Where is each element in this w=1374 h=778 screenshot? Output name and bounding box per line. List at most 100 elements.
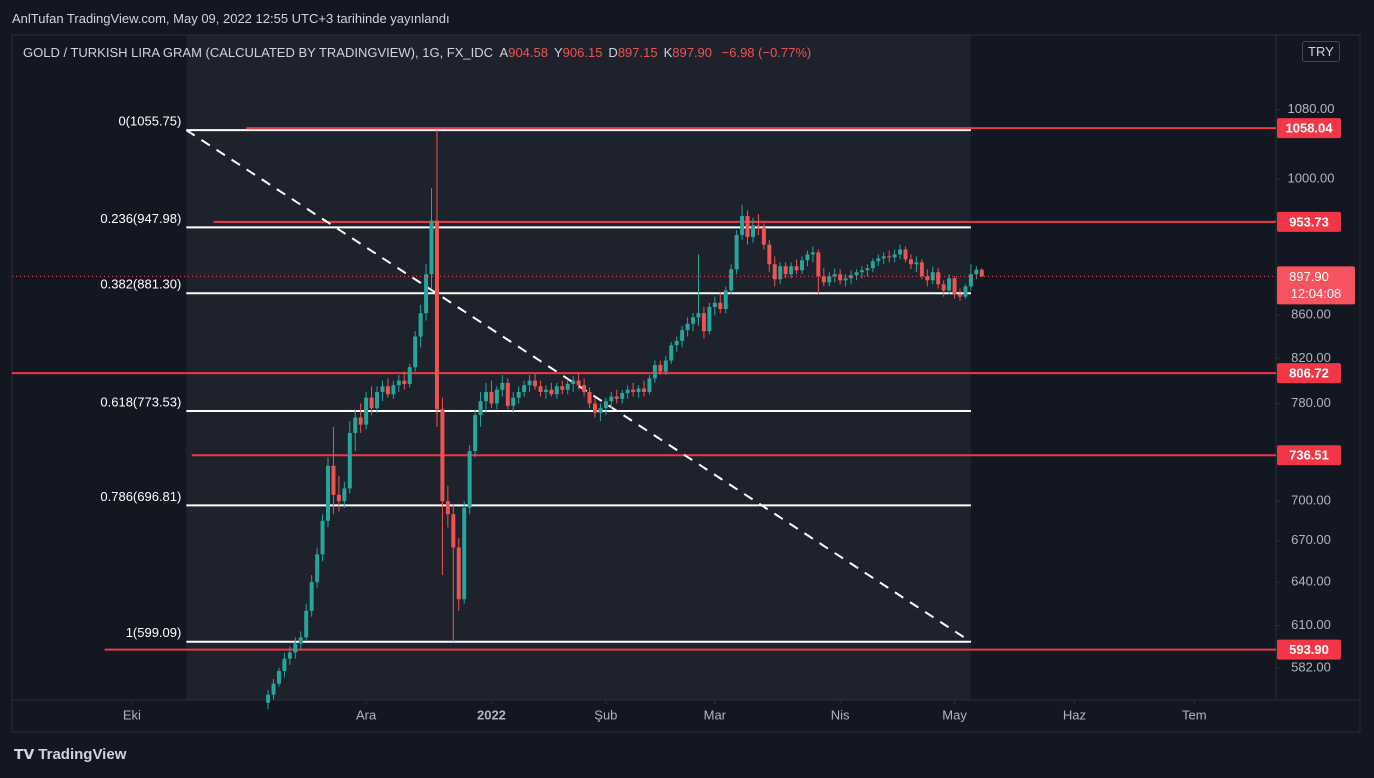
level-label: 806.72 [1289, 366, 1329, 381]
ohlc-value: 906.15 [562, 45, 603, 60]
fib-label: 0.236(947.98) [100, 211, 181, 226]
candle-body [266, 694, 271, 703]
candle-body [647, 378, 652, 392]
candle-body [582, 385, 587, 392]
candle-body [620, 393, 625, 399]
candle-body [674, 340, 679, 346]
ohlc-key: D [608, 45, 618, 60]
y-tick-label: 780.00 [1291, 395, 1331, 410]
fib-label: 0.786(696.81) [100, 489, 181, 504]
level-label: 593.90 [1289, 642, 1329, 657]
candle-body [434, 220, 439, 410]
candle-body [691, 317, 696, 324]
candle-body [358, 417, 363, 425]
y-tick-label: 860.00 [1291, 307, 1331, 322]
candle-body [592, 403, 597, 413]
candle-body [511, 397, 516, 406]
candle-body [369, 397, 374, 409]
candle-body [761, 227, 766, 245]
candle-body [925, 276, 930, 281]
candle-body [331, 465, 336, 495]
candle-body [794, 266, 799, 271]
symbol: GOLD / TURKISH LIRA GRAM (CALCULATED BY … [23, 45, 494, 60]
candle-body [440, 409, 445, 502]
ohlc: A904.58 Y906.15 D897.15 K897.90 [500, 45, 718, 60]
candle-body [756, 225, 761, 228]
level-tag [1277, 211, 1341, 232]
candle-body [740, 215, 745, 235]
candle-body [326, 465, 330, 521]
candle-body [789, 266, 794, 275]
candle-body [309, 582, 314, 611]
level-tag [1277, 363, 1341, 384]
candle-body [473, 415, 478, 452]
candle-body [821, 276, 826, 283]
level-tag [1277, 118, 1341, 139]
candle-body [810, 252, 815, 255]
candle-body [936, 272, 941, 285]
candle-body [898, 249, 903, 255]
candle-body [800, 260, 804, 271]
candle-body [876, 258, 881, 262]
candle-body [494, 389, 499, 404]
candle-body [271, 683, 276, 695]
last-price-tag [1277, 266, 1355, 305]
candle-body [914, 262, 919, 265]
candle-body [963, 286, 968, 297]
candle-body [396, 380, 401, 386]
last-price-label: 897.90 [1289, 269, 1329, 284]
candle-body [276, 671, 281, 684]
x-tick-label: Mar [704, 707, 727, 722]
candle-body [859, 270, 864, 273]
candle-body [336, 494, 341, 502]
candle-body [320, 520, 325, 555]
fib-background [186, 35, 971, 700]
candle-body [750, 225, 755, 237]
candle-body [554, 386, 559, 395]
candle-body [462, 507, 467, 600]
x-tick-label: 2022 [477, 707, 506, 722]
fib-label: 0(1055.75) [118, 114, 181, 129]
currency-button[interactable]: TRY [1302, 41, 1340, 62]
candle-body [718, 302, 723, 310]
candle-body [603, 401, 608, 409]
candle-body [881, 256, 886, 259]
candle-body [887, 256, 892, 258]
candle-body [685, 323, 690, 331]
candle-body [974, 269, 979, 275]
candle-body [778, 266, 783, 280]
level-tag [1277, 639, 1341, 660]
candle-body [402, 380, 407, 385]
fib-label: 0.618(773.53) [100, 394, 181, 409]
candle-body [723, 290, 728, 310]
y-tick-label: 582.00 [1291, 659, 1331, 674]
candle-body [456, 547, 461, 600]
candle-body [478, 401, 483, 416]
candle-body [364, 397, 369, 425]
y-tick-label: 1080.00 [1288, 101, 1335, 116]
fib-label: 0.382(881.30) [100, 277, 181, 292]
ohlc-key: A [499, 45, 509, 60]
candle-body [304, 610, 309, 638]
candle-body [919, 262, 924, 277]
candle-body [805, 254, 810, 261]
candle-body [587, 391, 592, 404]
candle-body [500, 382, 505, 390]
symbol-legend: GOLD / TURKISH LIRA GRAM (CALCULATED BY … [23, 45, 811, 60]
candle-body [941, 284, 946, 291]
candle-body [816, 252, 821, 277]
candle-body [522, 385, 527, 392]
candle-body [484, 391, 488, 402]
candle-body [838, 274, 843, 281]
candle-body [958, 294, 962, 297]
candle-body [298, 637, 303, 644]
candle-body [527, 380, 532, 386]
y-tick-label: 640.00 [1291, 574, 1331, 589]
candle-body [576, 380, 581, 386]
candle-body [729, 269, 734, 291]
ohlc-key: K [663, 45, 673, 60]
candle-body [832, 274, 837, 277]
y-tick-label: 670.00 [1291, 532, 1331, 547]
candle-body [614, 396, 619, 399]
